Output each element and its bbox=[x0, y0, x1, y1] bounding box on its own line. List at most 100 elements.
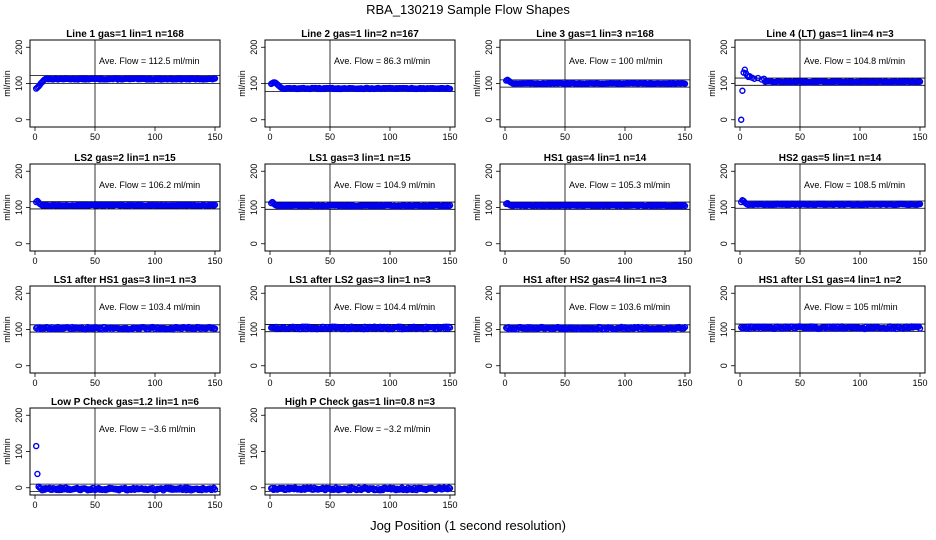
x-tick-label: 50 bbox=[795, 378, 805, 388]
x-tick-label: 50 bbox=[560, 132, 570, 142]
y-tick-label: 100 bbox=[484, 322, 494, 337]
data-point bbox=[739, 87, 746, 94]
y-tick-label: 200 bbox=[484, 40, 494, 55]
ave-flow-annotation: Ave. Flow = 104.8 ml/min bbox=[804, 56, 905, 66]
x-tick-label: 0 bbox=[32, 500, 37, 510]
y-tick-label: 0 bbox=[484, 363, 494, 368]
x-tick-label: 50 bbox=[325, 500, 335, 510]
y-tick-label: 200 bbox=[719, 164, 729, 179]
subplot-11: HS1 after HS2 gas=4 lin=1 n=3 0 100 200 ml/m… bbox=[472, 275, 693, 388]
x-tick-label: 100 bbox=[852, 132, 867, 142]
data-point bbox=[681, 323, 689, 331]
subplot-3: Line 3 gas=1 lin=3 n=168 0 100 200 ml/min 0 50… bbox=[472, 29, 693, 142]
data-point bbox=[34, 470, 41, 478]
y-axis-label: ml/min bbox=[472, 194, 482, 221]
x-tick-label: 0 bbox=[737, 378, 742, 388]
y-tick-label: 100 bbox=[14, 200, 24, 215]
x-tick-label: 0 bbox=[267, 256, 272, 266]
y-axis-label: ml/min bbox=[707, 70, 717, 97]
subplot-14: High P Check gas=1 lin=0.8 n=3 0 100 200 ml/… bbox=[237, 397, 458, 510]
y-tick-label: 200 bbox=[484, 164, 494, 179]
y-tick-label: 0 bbox=[719, 117, 729, 122]
data-point bbox=[211, 486, 219, 493]
x-tick-label: 0 bbox=[32, 378, 37, 388]
y-axis-label: ml/min bbox=[472, 70, 482, 97]
y-axis-label: ml/min bbox=[237, 70, 247, 97]
subplot-title: LS1 after LS2 gas=3 lin=1 n=3 bbox=[289, 275, 431, 286]
x-tick-label: 0 bbox=[502, 132, 507, 142]
y-tick-label: 0 bbox=[484, 241, 494, 246]
y-tick-label: 200 bbox=[14, 40, 24, 55]
subplot-7: HS1 gas=4 lin=1 n=14 0 100 200 ml/min 0 50 100 1… bbox=[472, 153, 693, 266]
data-point bbox=[211, 201, 219, 209]
ave-flow-annotation: Ave. Flow = 105.3 ml/min bbox=[569, 180, 670, 190]
subplot-title: Line 4 (LT) gas=1 lin=4 n=3 bbox=[766, 29, 894, 40]
ave-flow-annotation: Ave. Flow = 112.5 ml/min bbox=[99, 56, 199, 66]
x-tick-label: 50 bbox=[325, 256, 335, 266]
y-tick-label: 0 bbox=[719, 241, 729, 246]
ave-flow-annotation: Ave. Flow = −3.2 ml/min bbox=[334, 424, 430, 434]
ave-flow-annotation: Ave. Flow = −3.6 ml/min bbox=[99, 424, 195, 434]
data-point bbox=[304, 323, 311, 330]
x-tick-label: 150 bbox=[207, 256, 222, 266]
y-tick-label: 0 bbox=[14, 241, 24, 246]
ave-flow-annotation: Ave. Flow = 105 ml/min bbox=[804, 302, 898, 312]
ave-flow-annotation: Ave. Flow = 108.5 ml/min bbox=[804, 180, 905, 190]
y-tick-label: 0 bbox=[249, 117, 259, 122]
x-tick-label: 100 bbox=[382, 132, 397, 142]
y-tick-label: 200 bbox=[14, 408, 24, 423]
subplot-title: LS1 after HS1 gas=3 lin=1 n=3 bbox=[54, 275, 197, 286]
figure-xlabel: Jog Position (1 second resolution) bbox=[370, 518, 566, 533]
x-tick-label: 150 bbox=[207, 132, 222, 142]
y-tick-label: 200 bbox=[14, 286, 24, 301]
y-tick-label: 100 bbox=[14, 322, 24, 337]
x-tick-label: 150 bbox=[677, 132, 692, 142]
y-tick-label: 200 bbox=[249, 286, 259, 301]
x-tick-label: 50 bbox=[90, 256, 100, 266]
subplot-title: HS1 after LS1 gas=4 lin=1 n=2 bbox=[759, 275, 902, 286]
x-tick-label: 50 bbox=[325, 378, 335, 388]
y-tick-label: 100 bbox=[249, 200, 259, 215]
subplot-4: Line 4 (LT) gas=1 lin=4 n=3 0 100 200 ml/min… bbox=[707, 29, 928, 142]
x-tick-label: 150 bbox=[207, 378, 222, 388]
data-point bbox=[681, 80, 689, 87]
x-tick-label: 50 bbox=[795, 132, 805, 142]
x-tick-label: 100 bbox=[147, 132, 162, 142]
y-tick-label: 200 bbox=[249, 164, 259, 179]
data-point bbox=[33, 442, 40, 450]
x-tick-label: 150 bbox=[442, 132, 457, 142]
y-tick-label: 200 bbox=[484, 286, 494, 301]
subplot-1: Line 1 gas=1 lin=1 n=168 0 100 200 ml/min 0 50… bbox=[2, 29, 223, 142]
x-tick-label: 100 bbox=[147, 500, 162, 510]
y-tick-label: 200 bbox=[249, 408, 259, 423]
subplot-2: Line 2 gas=1 lin=2 n=167 0 100 200 ml/min 0 50… bbox=[237, 29, 458, 142]
data-point bbox=[916, 200, 924, 208]
subplot-8: HS2 gas=5 lin=1 n=14 0 100 200 ml/min 0 50 100 1… bbox=[707, 153, 928, 266]
x-tick-label: 0 bbox=[267, 378, 272, 388]
ave-flow-annotation: Ave. Flow = 103.6 ml/min bbox=[569, 302, 670, 312]
subplot-6: LS1 gas=3 lin=1 n=15 0 100 200 ml/min 0 50 100 1… bbox=[237, 153, 458, 266]
x-tick-label: 50 bbox=[560, 256, 570, 266]
x-tick-label: 150 bbox=[207, 500, 222, 510]
x-tick-label: 100 bbox=[617, 132, 632, 142]
y-tick-label: 100 bbox=[719, 76, 729, 91]
plot-frame bbox=[264, 407, 456, 496]
y-axis-label: ml/min bbox=[237, 438, 247, 465]
x-tick-label: 0 bbox=[737, 132, 742, 142]
subplot-13: Low P Check gas=1.2 lin=1 n=6 0 100 200 ml/m… bbox=[2, 397, 223, 510]
data-point bbox=[680, 325, 687, 332]
subplot-5: LS2 gas=2 lin=1 n=15 0 100 200 ml/min 0 50 100 1… bbox=[2, 153, 223, 266]
x-tick-label: 0 bbox=[32, 256, 37, 266]
data-point bbox=[741, 66, 748, 73]
ave-flow-annotation: Ave. Flow = 86.3 ml/min bbox=[334, 56, 430, 66]
y-axis-label: ml/min bbox=[2, 316, 12, 343]
x-tick-label: 100 bbox=[382, 378, 397, 388]
y-tick-label: 0 bbox=[249, 241, 259, 246]
y-axis-label: ml/min bbox=[237, 316, 247, 343]
y-tick-label: 200 bbox=[249, 40, 259, 55]
subplot-title: HS2 gas=5 lin=1 n=14 bbox=[779, 153, 882, 164]
x-tick-label: 100 bbox=[147, 378, 162, 388]
subplot-12: HS1 after LS1 gas=4 lin=1 n=2 0 100 200 ml/m… bbox=[707, 275, 928, 388]
data-point bbox=[211, 325, 219, 332]
